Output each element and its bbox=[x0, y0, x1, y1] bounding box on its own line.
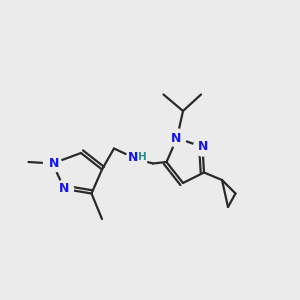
Text: H: H bbox=[138, 152, 147, 162]
Circle shape bbox=[194, 138, 211, 156]
Circle shape bbox=[168, 129, 186, 147]
Text: N: N bbox=[198, 140, 208, 153]
Text: N: N bbox=[171, 131, 181, 145]
Circle shape bbox=[44, 154, 62, 172]
Text: N: N bbox=[49, 157, 59, 170]
Circle shape bbox=[126, 148, 147, 170]
Circle shape bbox=[56, 180, 74, 198]
Text: N: N bbox=[128, 151, 139, 164]
Text: N: N bbox=[59, 182, 70, 195]
